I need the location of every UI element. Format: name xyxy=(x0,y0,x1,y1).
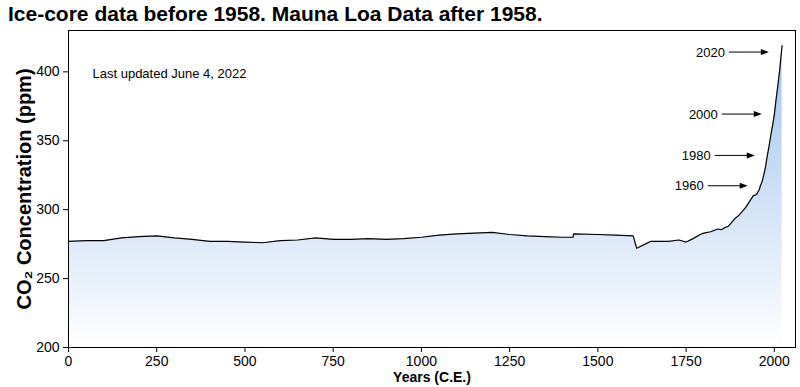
svg-text:0: 0 xyxy=(65,353,73,369)
svg-text:Years (C.E.): Years (C.E.) xyxy=(393,369,471,385)
svg-text:2000: 2000 xyxy=(759,353,790,369)
svg-text:300: 300 xyxy=(36,201,60,217)
svg-text:750: 750 xyxy=(322,353,346,369)
svg-text:1980: 1980 xyxy=(682,148,711,163)
svg-text:1000: 1000 xyxy=(406,353,437,369)
svg-text:CO₂ Concentration (ppm): CO₂ Concentration (ppm) xyxy=(13,68,35,309)
svg-text:250: 250 xyxy=(36,270,60,286)
svg-text:2020: 2020 xyxy=(696,45,725,60)
svg-text:1500: 1500 xyxy=(582,353,613,369)
html-text:Ice-core data before 1958. Mau: Ice-core data before 1958. Mauna Loa Dat… xyxy=(8,2,543,25)
svg-text:250: 250 xyxy=(145,353,169,369)
svg-text:2000: 2000 xyxy=(689,107,718,122)
svg-text:350: 350 xyxy=(36,132,60,148)
svg-text:400: 400 xyxy=(36,63,60,79)
svg-text:1960: 1960 xyxy=(675,178,704,193)
svg-text:1250: 1250 xyxy=(494,353,525,369)
svg-text:200: 200 xyxy=(36,339,60,355)
svg-text:Last updated June 4, 2022: Last updated June 4, 2022 xyxy=(93,66,247,81)
svg-text:1750: 1750 xyxy=(671,353,702,369)
svg-text:500: 500 xyxy=(233,353,257,369)
